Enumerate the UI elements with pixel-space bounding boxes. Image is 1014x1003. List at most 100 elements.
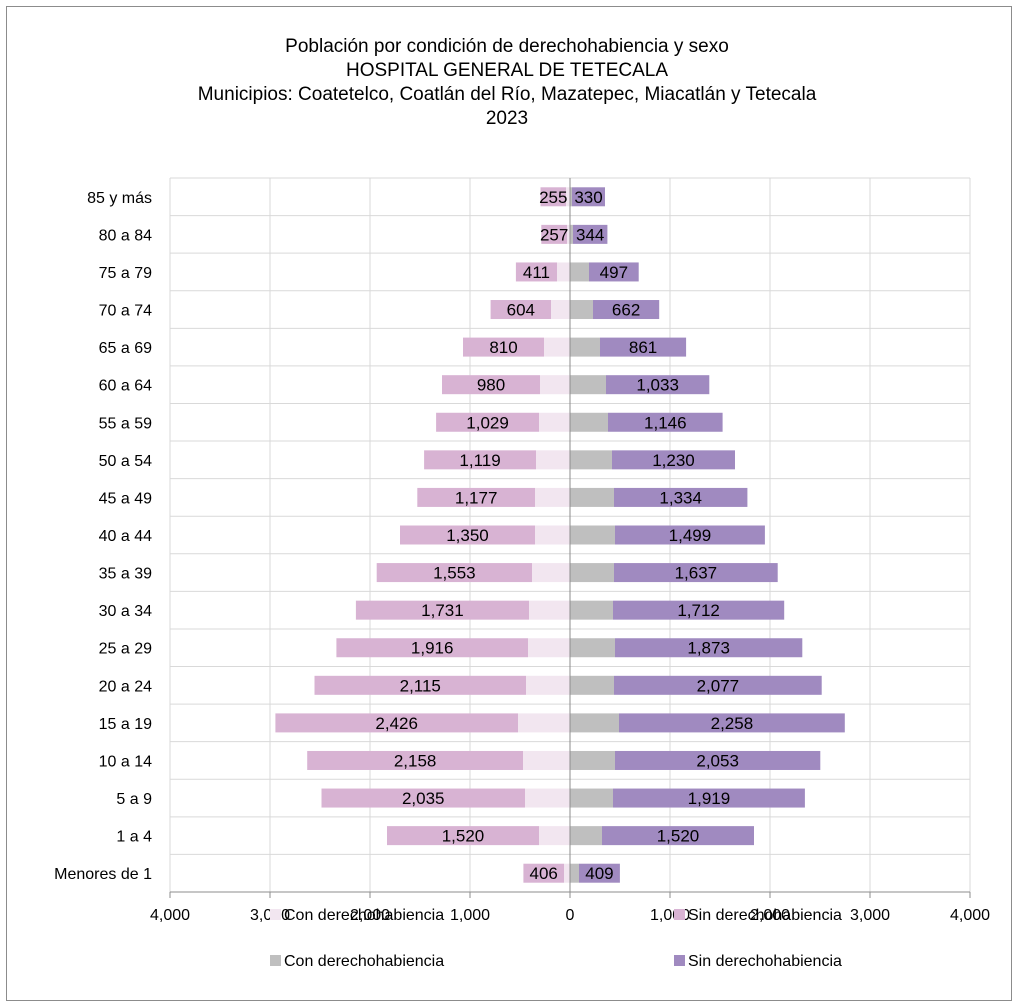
bar-right-sin-derechohabiencia — [619, 713, 845, 733]
bar-right-con-derechohabiencia — [570, 262, 589, 282]
bar-left-con-derechohabiencia — [526, 675, 570, 695]
data-label-left: 1,029 — [466, 413, 509, 432]
data-label-right: 861 — [629, 338, 657, 357]
bar-right-sin-derechohabiencia — [589, 262, 639, 282]
bar-right-con-derechohabiencia — [570, 713, 619, 733]
data-label-right: 2,077 — [697, 676, 740, 695]
bar-right-sin-derechohabiencia — [606, 375, 710, 395]
category-label: 1 a 4 — [116, 829, 152, 846]
bar-left-sin-derechohabiencia — [321, 788, 525, 808]
bar-right-con-derechohabiencia — [570, 337, 600, 357]
category-label: 75 a 79 — [99, 265, 152, 282]
bar-right-con-derechohabiencia — [570, 750, 615, 770]
x-tick-label: 2,000 — [350, 907, 390, 924]
data-label-right: 409 — [585, 864, 613, 883]
legend-swatch — [270, 955, 281, 966]
data-label-right: 1,230 — [652, 451, 695, 470]
x-tick-label: 1,000 — [450, 907, 490, 924]
bar-left-sin-derechohabiencia — [442, 375, 540, 395]
bar-right-con-derechohabiencia — [570, 563, 614, 583]
bar-left-sin-derechohabiencia — [515, 262, 557, 282]
data-label-left: 604 — [507, 301, 535, 320]
bar-left-sin-derechohabiencia — [424, 450, 536, 470]
bar-right-sin-derechohabiencia — [593, 300, 660, 320]
x-tick-label: 0 — [566, 907, 575, 924]
bar-left-sin-derechohabiencia — [400, 525, 535, 545]
bar-right-sin-derechohabiencia — [615, 525, 765, 545]
bar-left-con-derechohabiencia — [544, 337, 570, 357]
bar-left-con-derechohabiencia — [551, 300, 570, 320]
data-label-left: 411 — [523, 263, 550, 282]
bar-left-sin-derechohabiencia — [275, 713, 518, 733]
category-label: 70 a 74 — [99, 303, 152, 320]
category-label: 35 a 39 — [99, 566, 152, 583]
bar-right-con-derechohabiencia — [570, 675, 614, 695]
bar-left-sin-derechohabiencia — [436, 412, 539, 432]
data-label-right: 497 — [600, 263, 628, 282]
bar-left-sin-derechohabiencia — [541, 224, 567, 244]
bar-right-con-derechohabiencia — [570, 487, 614, 507]
category-label: 65 a 69 — [99, 340, 152, 357]
bar-left-sin-derechohabiencia — [417, 487, 535, 507]
bar-left-sin-derechohabiencia — [307, 750, 523, 770]
legend-swatch — [674, 955, 685, 966]
bar-right-sin-derechohabiencia — [615, 750, 821, 770]
bar-left-con-derechohabiencia — [535, 487, 570, 507]
data-label-right: 1,033 — [636, 376, 679, 395]
bar-right-con-derechohabiencia — [570, 863, 579, 883]
x-tick-label: 2,000 — [750, 907, 790, 924]
category-label: Menores de 1 — [54, 866, 152, 883]
data-label-left: 1,916 — [411, 639, 454, 658]
bar-left-sin-derechohabiencia — [376, 563, 532, 583]
bar-left-con-derechohabiencia — [567, 224, 570, 244]
data-label-left: 2,158 — [394, 751, 437, 770]
bar-left-sin-derechohabiencia — [540, 187, 566, 207]
bar-left-con-derechohabiencia — [540, 375, 570, 395]
bar-right-sin-derechohabiencia — [613, 600, 785, 620]
bar-left-sin-derechohabiencia — [523, 863, 564, 883]
bar-left-con-derechohabiencia — [535, 525, 570, 545]
bar-right-sin-derechohabiencia — [615, 638, 803, 658]
category-label: 55 a 59 — [99, 415, 152, 432]
data-label-right: 1,919 — [688, 789, 731, 808]
bar-left-con-derechohabiencia — [566, 187, 570, 207]
bar-left-con-derechohabiencia — [564, 863, 570, 883]
bar-right-sin-derechohabiencia — [614, 675, 822, 695]
data-label-right: 1,334 — [659, 488, 702, 507]
bar-left-con-derechohabiencia — [539, 412, 570, 432]
bar-right-con-derechohabiencia — [570, 638, 615, 658]
x-tick-label: 4,000 — [950, 907, 990, 924]
data-label-right: 2,258 — [711, 714, 754, 733]
data-label-right: 1,873 — [687, 639, 730, 658]
category-label: 10 a 14 — [99, 753, 152, 770]
bar-left-con-derechohabiencia — [539, 826, 570, 846]
chart-title-line-1: Población por condición de derechohabien… — [285, 36, 729, 57]
legend-swatch — [270, 909, 281, 920]
x-tick-label: 4,000 — [150, 907, 190, 924]
bar-right-con-derechohabiencia — [570, 375, 606, 395]
bar-right-con-derechohabiencia — [570, 788, 613, 808]
data-label-left: 810 — [489, 338, 517, 357]
bar-right-sin-derechohabiencia — [614, 487, 748, 507]
bar-left-con-derechohabiencia — [536, 450, 570, 470]
data-label-left: 1,350 — [446, 526, 489, 545]
bar-right-sin-derechohabiencia — [573, 224, 608, 244]
data-label-left: 2,426 — [375, 714, 418, 733]
legend-label: Sin derechohabiencia — [688, 953, 842, 970]
category-label: 20 a 24 — [99, 678, 152, 695]
bar-right-con-derechohabiencia — [570, 300, 593, 320]
bar-right-sin-derechohabiencia — [608, 412, 723, 432]
bar-left-sin-derechohabiencia — [336, 638, 528, 658]
data-label-left: 980 — [477, 376, 505, 395]
bar-left-con-derechohabiencia — [523, 750, 570, 770]
data-label-left: 1,553 — [433, 564, 476, 583]
x-tick-label: 3,000 — [850, 907, 890, 924]
bar-right-con-derechohabiencia — [570, 600, 613, 620]
bar-right-sin-derechohabiencia — [579, 863, 620, 883]
legend-label: Sin derechohabiencia — [688, 907, 842, 924]
category-label: 5 a 9 — [116, 791, 152, 808]
category-label: 15 a 19 — [99, 716, 152, 733]
category-label: 30 a 34 — [99, 603, 152, 620]
bar-right-con-derechohabiencia — [570, 187, 572, 207]
